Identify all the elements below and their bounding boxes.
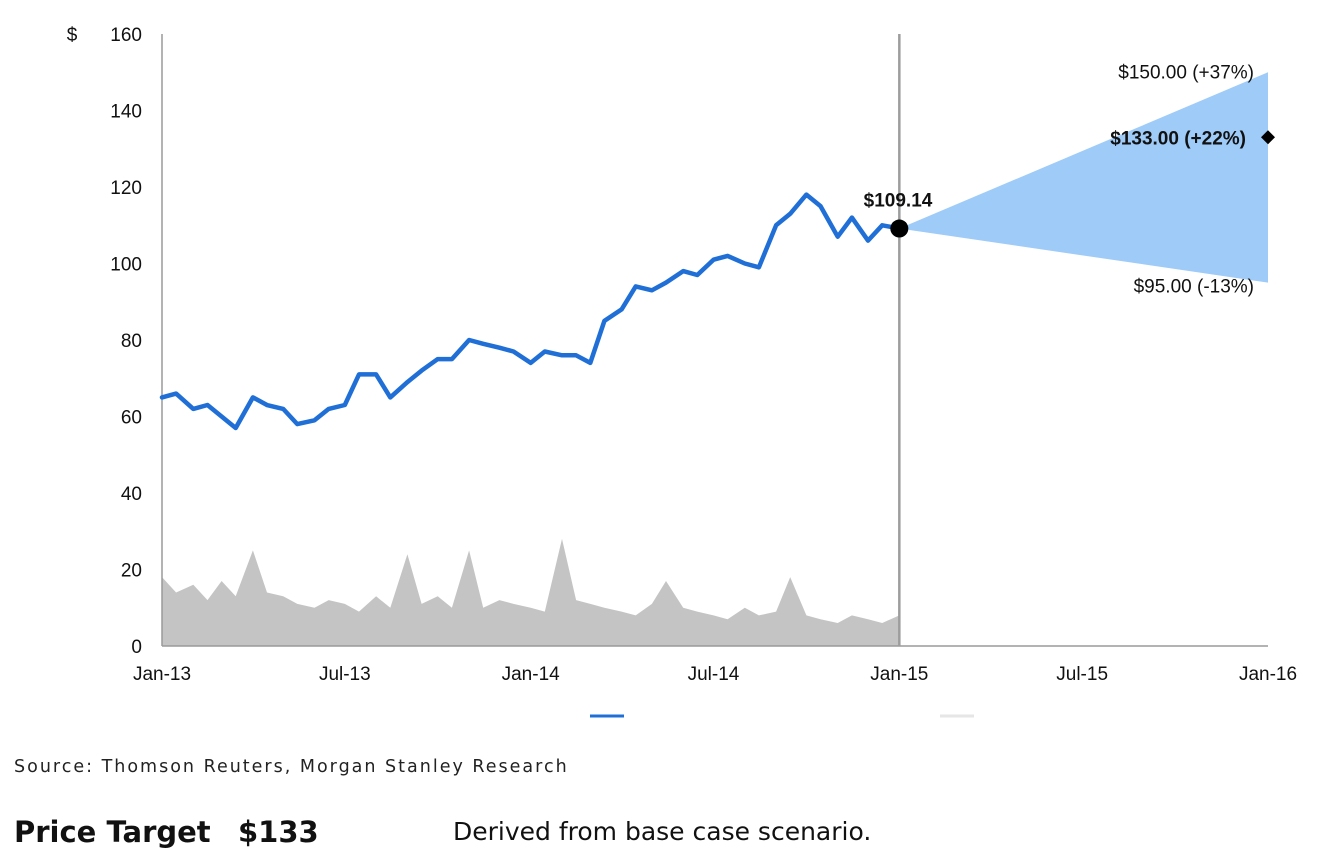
x-tick-label: Jul-14 xyxy=(688,664,740,685)
y-tick-label: 100 xyxy=(110,255,142,276)
base-target-marker xyxy=(1261,130,1275,145)
x-tick-label: Jan-14 xyxy=(502,664,561,685)
price-target-value: $133 xyxy=(238,815,319,849)
price-line-group xyxy=(159,130,1275,431)
y-tick-label: 160 xyxy=(110,25,142,46)
x-tick-label: Jul-15 xyxy=(1056,664,1108,685)
base-case-label: $133.00 (+22%) xyxy=(1110,128,1246,149)
y-tick-label: 80 xyxy=(121,331,142,352)
y-tick-label: 140 xyxy=(110,102,142,123)
y-tick-label: 120 xyxy=(110,178,142,199)
axes-group: 0 20 40 60 80 100 120 140 160 $ Jan-13 Jul-13 Jan-14… xyxy=(67,25,1297,685)
annotation-group: $109.14 $150.00 (+37%) $133.00 (+22%) $95.0… xyxy=(864,62,1254,297)
price-line xyxy=(159,192,902,431)
x-tick-label: Jul-13 xyxy=(319,664,371,685)
price-chart: 0 20 40 60 80 100 120 140 160 $ Jan-13 Jul-13 Jan-14… xyxy=(67,25,1297,718)
current-price-label: $109.14 xyxy=(864,191,933,212)
source-note: Source: Thomson Reuters, Morgan Stanley … xyxy=(14,757,569,777)
projection-cone xyxy=(899,72,1268,283)
x-tick-label: Jan-15 xyxy=(870,664,928,685)
volume-area xyxy=(162,538,900,646)
bull-case-label: $150.00 (+37%) xyxy=(1118,62,1254,83)
projection-group xyxy=(899,72,1268,283)
y-tick-label: 40 xyxy=(121,484,142,505)
y-axis-label: $ xyxy=(67,25,78,46)
current-price-marker xyxy=(890,219,909,238)
y-tick-label: 20 xyxy=(121,561,142,582)
price-target-description: Derived from base case scenario. xyxy=(453,817,872,846)
volume-area-group xyxy=(162,538,900,646)
x-tick-label: Jan-13 xyxy=(133,664,191,685)
y-tick-label: 60 xyxy=(121,408,142,429)
price-target-label: Price Target xyxy=(14,815,211,849)
x-tick-label: Jan-16 xyxy=(1239,664,1297,685)
y-tick-label: 0 xyxy=(131,637,142,658)
bear-case-label: $95.00 (-13%) xyxy=(1134,277,1254,298)
